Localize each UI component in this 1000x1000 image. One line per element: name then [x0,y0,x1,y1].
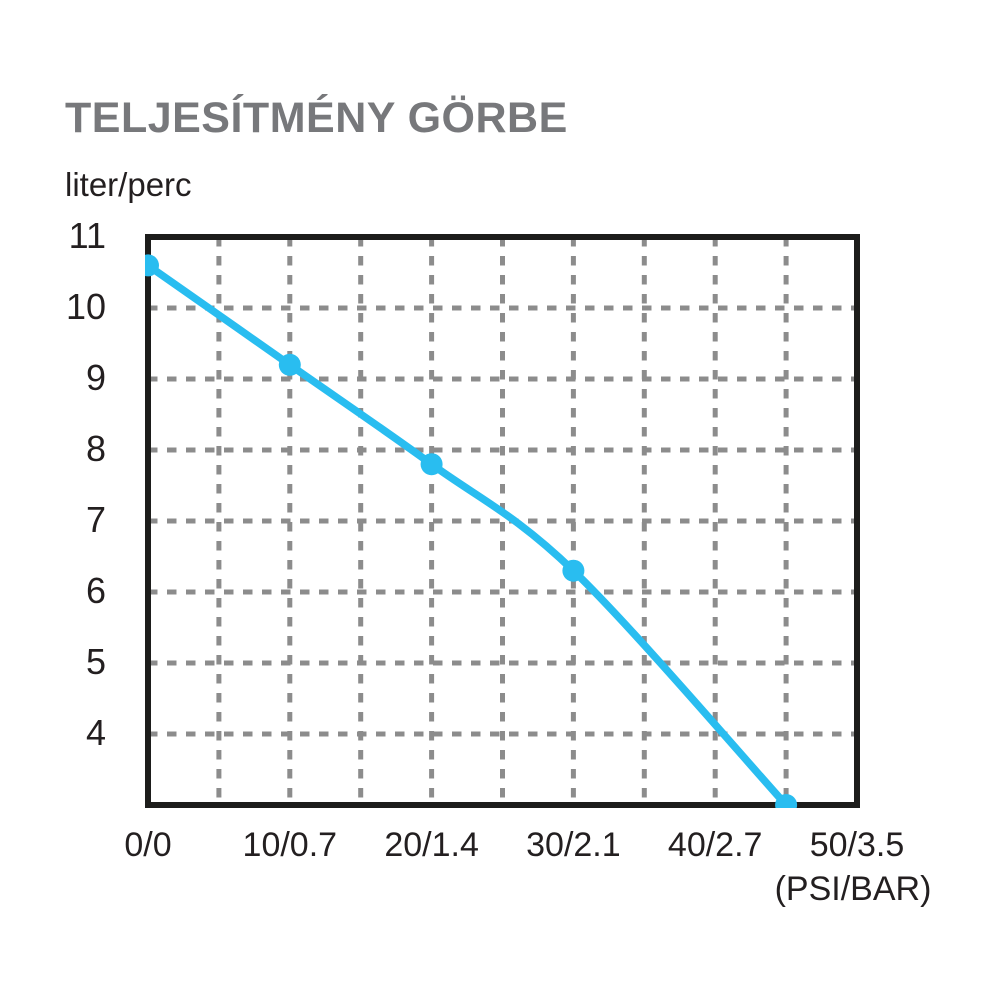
y-tick-label: 7 [85,499,106,541]
x-tick-label: 40/2.7 [667,826,763,864]
x-tick-label: 30/2.1 [526,826,621,864]
plot-area [145,234,860,808]
x-axis-unit-label: (PSI/BAR) [774,870,932,908]
x-tick-label: 20/1.4 [384,826,479,864]
y-tick-label: 8 [85,428,106,470]
plot-frame [145,234,860,808]
data-point-marker [145,254,159,277]
data-point-marker [562,559,585,582]
y-tick-label: 6 [85,570,106,612]
data-point-marker [420,453,443,476]
x-tick-label: 0/0 [124,826,172,864]
chart-title: TELJESÍTMÉNY GÖRBE [65,94,568,142]
y-tick-label: 4 [85,712,106,754]
data-point-marker [278,353,301,376]
data-point-marker [775,794,798,808]
y-tick-label: 9 [85,357,106,399]
y-tick-label: 10 [65,286,106,328]
y-tick-label: 5 [85,641,106,683]
y-axis-unit-label: liter/perc [65,166,192,203]
y-tick-label: 11 [68,215,106,257]
performance-curve-line [145,261,790,808]
x-tick-label: 50/3.5 [809,826,905,864]
x-tick-label: 10/0.7 [242,826,338,864]
